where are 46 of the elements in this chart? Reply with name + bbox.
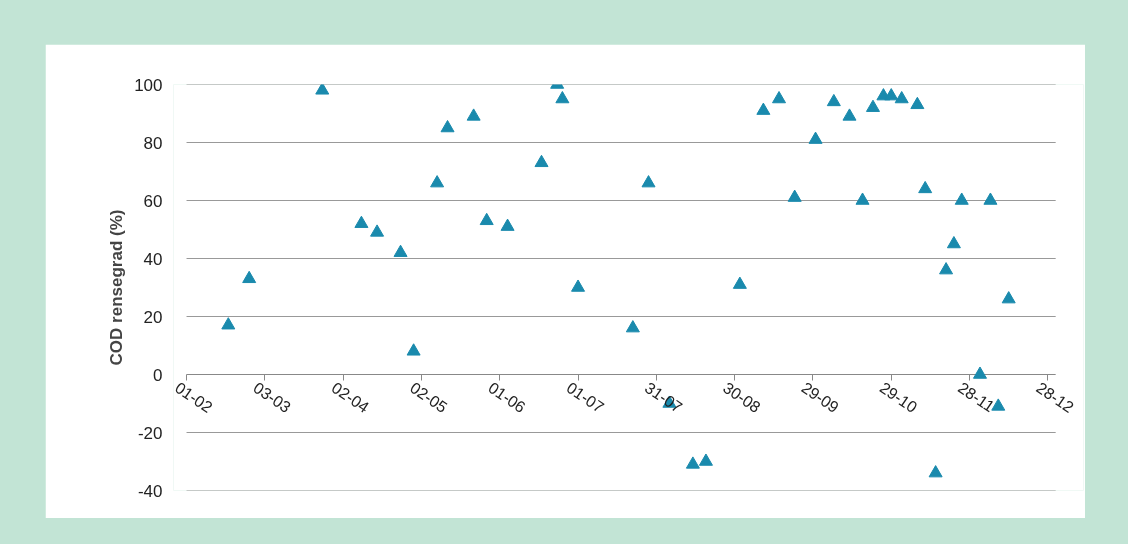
point [939,262,954,275]
y-tick-label: -40 [137,481,163,501]
point [954,192,969,205]
point [946,235,961,249]
point [440,119,455,133]
y-tick-label: 100 [134,75,163,95]
point [928,465,943,478]
point [756,102,771,115]
point [500,218,515,231]
point [772,90,787,104]
point [787,189,802,202]
y-tick-label: 80 [143,133,163,153]
point [884,88,899,101]
y-tick-label: -20 [137,423,163,443]
point [315,84,330,95]
point [973,366,987,379]
point [910,96,925,110]
point [865,99,880,112]
point [534,154,549,168]
y-tick-label: 20 [143,307,163,327]
point [571,279,586,292]
point [466,108,481,121]
point [842,108,857,121]
point [370,224,385,237]
point [918,180,933,194]
point [855,192,870,205]
point [983,192,998,205]
point [430,175,445,188]
point [808,131,823,144]
point [732,276,747,289]
y-tick-label: 40 [143,249,163,269]
point [625,320,640,333]
point [393,244,408,257]
y-tick-label: 60 [143,191,163,211]
point [894,90,909,104]
point [685,456,700,469]
y-tick-label: 0 [153,365,163,385]
point [641,175,656,188]
y-axis-title: COD rensegrad (%) [107,209,127,366]
point [698,453,713,466]
point [479,212,494,226]
point [1001,291,1016,304]
point [354,215,369,228]
point [826,93,841,107]
point [555,90,570,104]
point [406,343,421,356]
